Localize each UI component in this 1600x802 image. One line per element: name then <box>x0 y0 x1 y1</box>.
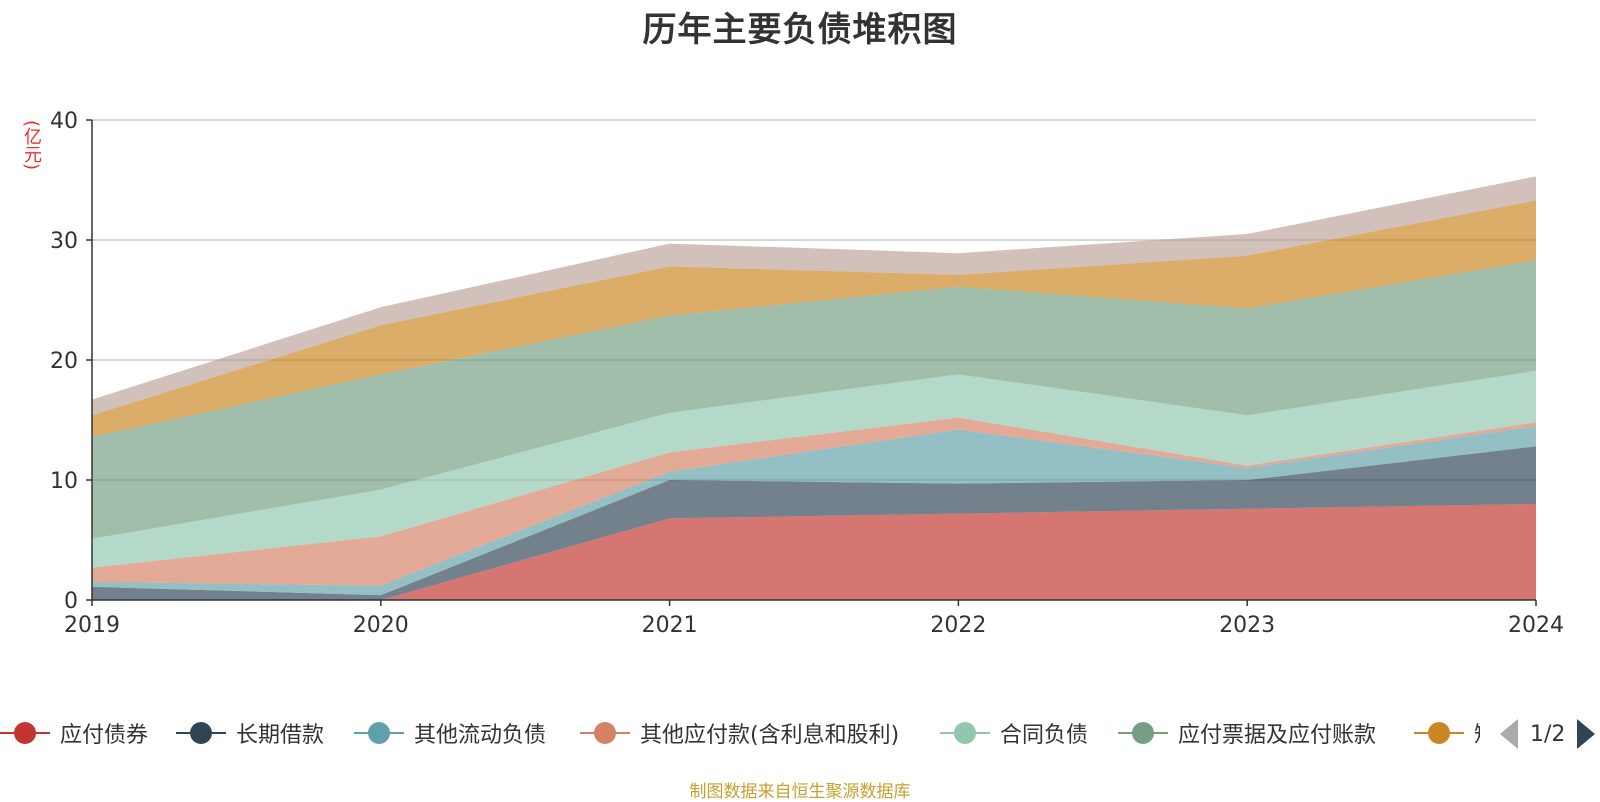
legend-item[interactable]: 其他应付款(含利息和股利) <box>580 713 899 753</box>
area-series-3 <box>92 417 1536 586</box>
axes <box>86 119 1537 606</box>
x-tick-label: 2020 <box>353 613 409 638</box>
y-axis-unit-label: (亿元) <box>21 120 42 171</box>
legend-item[interactable]: 应付债券 <box>0 713 148 753</box>
y-tick-label: 20 <box>50 349 78 374</box>
legend-label: 应付票据及应付账款 <box>1178 723 1377 748</box>
x-tick-label: 2024 <box>1508 613 1564 638</box>
legend-item[interactable]: 短期借款 <box>1414 713 1480 753</box>
legend-prev-page-icon[interactable] <box>1500 719 1518 749</box>
y-tick-label: 0 <box>64 589 78 614</box>
legend-marker-icon <box>940 721 990 745</box>
legend-label: 短期借款 <box>1474 717 1480 749</box>
area-series-2 <box>92 426 1536 596</box>
legend-pager: 1/2 <box>1500 716 1596 752</box>
legend-label: 应付债券 <box>60 723 149 748</box>
legend-marker-icon <box>1414 721 1464 745</box>
legend-page-indicator: 1/2 <box>1530 721 1566 747</box>
y-tick-label: 30 <box>50 229 78 254</box>
legend-label: 长期借款 <box>236 723 325 748</box>
legend-item[interactable]: 其他流动负债 <box>354 713 546 753</box>
legend-item[interactable]: 应付票据及应付账款 <box>1118 713 1376 753</box>
x-tick-label: 2021 <box>642 613 698 638</box>
y-tick-label: 10 <box>50 469 78 494</box>
stacked-area-chart: 0 10 20 30 40 2019 2020 2021 2022 2023 2024 <box>50 109 1564 638</box>
area-series-5 <box>92 260 1536 539</box>
legend-marker-icon <box>580 721 630 745</box>
legend-label: 其他应付款(含利息和股利) <box>640 723 900 748</box>
area-series <box>92 176 1536 600</box>
area-series-1 <box>92 446 1536 600</box>
tick-labels: 0 10 20 30 40 2019 2020 2021 2022 2023 2024 <box>50 109 1564 638</box>
y-tick-label: 40 <box>50 109 78 134</box>
x-tick-label: 2019 <box>64 613 120 638</box>
chart-title: 历年主要负债堆积图 <box>642 10 958 50</box>
x-tick-label: 2022 <box>930 613 986 638</box>
area-series-0 <box>92 504 1536 600</box>
legend-marker-icon <box>0 721 50 745</box>
legend-label: 其他流动负债 <box>414 723 547 748</box>
legend-marker-icon <box>1118 721 1168 745</box>
legend: 应付债券 长期借款 其他流动负债 其他应付款(含利息和股利) 合同负债 应付票据及应付账款… <box>0 713 1480 753</box>
data-source-note: 制图数据来自恒生聚源数据库 <box>689 782 911 802</box>
legend-next-page-icon[interactable] <box>1577 719 1596 749</box>
x-tick-label: 2023 <box>1219 613 1275 638</box>
legend-item[interactable]: 长期借款 <box>176 713 324 753</box>
legend-marker-icon <box>354 721 404 745</box>
area-series-4 <box>92 370 1536 568</box>
legend-marker-icon <box>176 721 226 745</box>
legend-item[interactable]: 合同负债 <box>940 713 1088 753</box>
legend-label: 合同负债 <box>1000 723 1089 748</box>
